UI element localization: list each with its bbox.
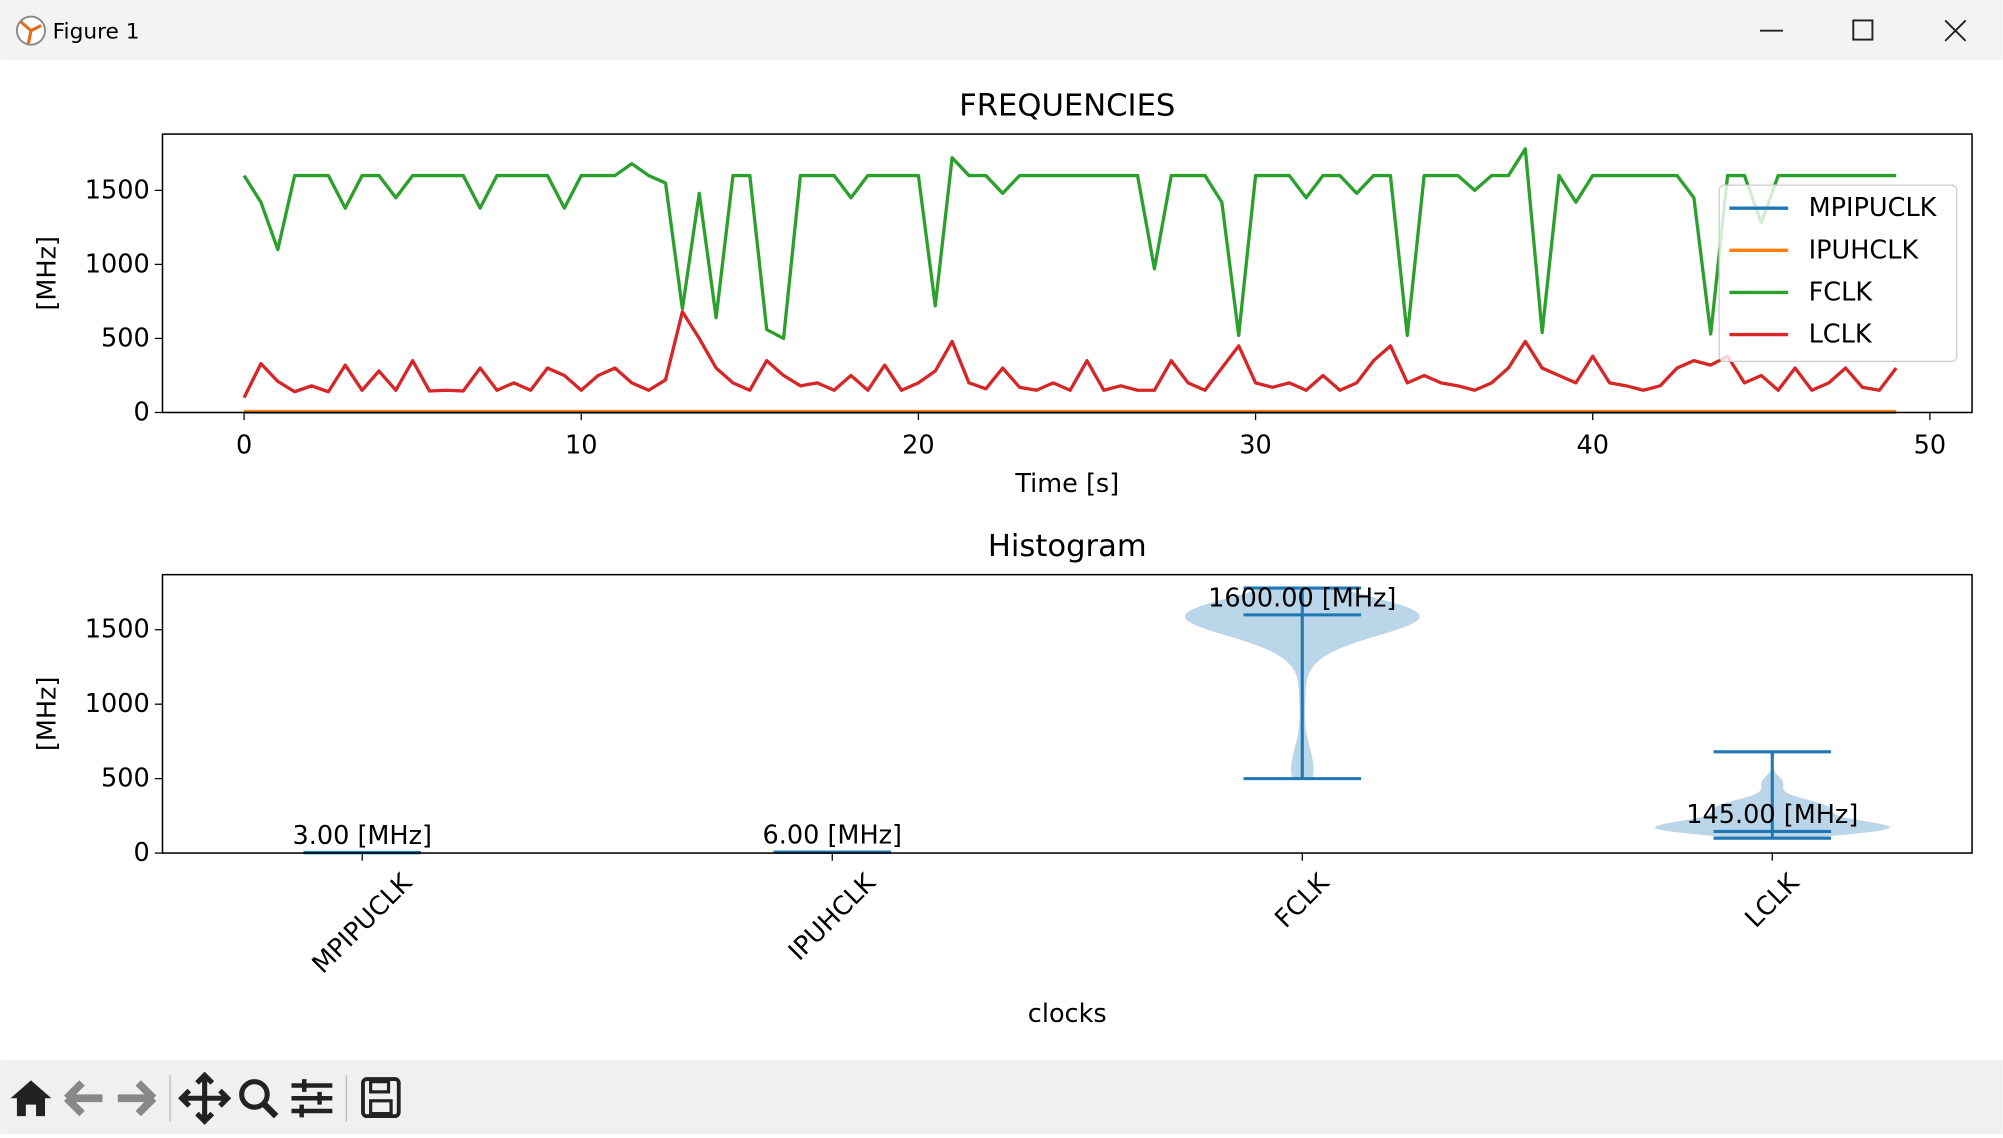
x-axis-label: Time [s]: [1014, 469, 1119, 499]
y-axis-label: [MHz]: [33, 677, 63, 752]
value-label: 6.00 [MHz]: [763, 821, 903, 851]
x-tick-label: 0: [236, 431, 252, 461]
x-tick-label: 20: [902, 431, 934, 461]
app-icon: [15, 15, 46, 46]
y-tick-label: 500: [101, 323, 150, 353]
toolbar: [0, 1059, 2003, 1134]
axes-frame: [161, 133, 1973, 414]
y-tick-label: 1000: [85, 689, 150, 719]
x-tick-label: 40: [1576, 431, 1608, 461]
series-line: [242, 147, 1897, 341]
value-label: 1600.00 [MHz]: [1208, 583, 1396, 613]
maximize-button[interactable]: [1852, 19, 1874, 41]
y-tick-label: 1500: [85, 615, 150, 645]
legend-label: LCLK: [1809, 320, 1873, 350]
legend-label: IPUHCLK: [1809, 235, 1920, 265]
chart-title: FREQUENCIES: [959, 88, 1175, 123]
save-button[interactable]: [361, 1077, 401, 1119]
y-tick-label: 500: [101, 764, 150, 794]
legend-label: FCLK: [1809, 277, 1874, 307]
x-tick-label: 30: [1239, 431, 1272, 461]
legend: MPIPUCLK IPUHCLK FCLK LCLK: [1718, 184, 1958, 363]
value-label: 3.00 [MHz]: [292, 821, 432, 851]
value-label: 145.00 [MHz]: [1686, 800, 1858, 830]
y-tick-label: 1500: [85, 175, 150, 205]
chart-title: Histogram: [988, 529, 1147, 564]
forward-button[interactable]: [117, 1080, 157, 1117]
title-bar: [0, 0, 2003, 61]
x-tick-label: 50: [1914, 431, 1947, 461]
pan-button[interactable]: [178, 1071, 232, 1125]
legend-label: MPIPUCLK: [1809, 193, 1938, 223]
y-axis-label: [MHz]: [33, 236, 63, 311]
window-title: Figure 1: [53, 19, 140, 44]
x-tick-label: 10: [565, 431, 598, 461]
axes-frame: [161, 573, 1973, 854]
legend-box: [1718, 184, 1958, 363]
series-line: [242, 310, 1898, 399]
y-tick-label: 0: [133, 397, 149, 427]
back-button[interactable]: [64, 1080, 103, 1117]
configure-button[interactable]: [291, 1079, 333, 1118]
x-axis-label: clocks: [1028, 999, 1107, 1029]
y-tick-label: 0: [133, 838, 149, 868]
home-button[interactable]: [10, 1080, 52, 1117]
y-tick-label: 1000: [85, 249, 150, 279]
zoom-button[interactable]: [239, 1079, 279, 1119]
close-button[interactable]: [1944, 19, 1967, 42]
